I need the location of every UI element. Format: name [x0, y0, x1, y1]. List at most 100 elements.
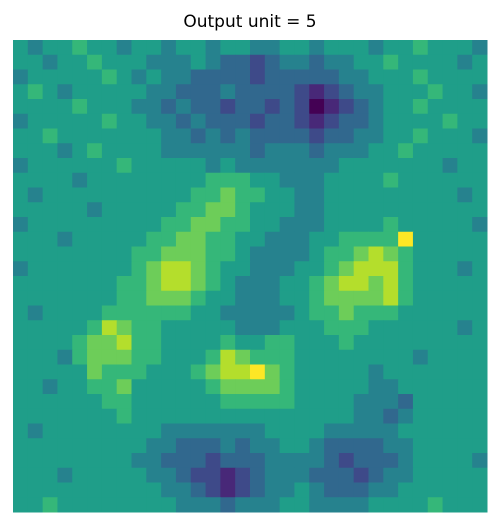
heatmap-cell: [161, 231, 177, 247]
heatmap-cell: [57, 187, 73, 203]
heatmap-cell: [87, 305, 103, 321]
heatmap-cell: [383, 276, 399, 292]
heatmap-cell: [87, 423, 103, 439]
heatmap-cell: [42, 261, 58, 277]
heatmap-cell: [57, 305, 73, 321]
heatmap-cell: [412, 305, 429, 321]
heatmap-cell: [427, 467, 444, 483]
heatmap-cell: [13, 482, 29, 498]
heatmap-cell: [131, 246, 147, 262]
heatmap-cell: [398, 113, 414, 129]
heatmap-cell: [175, 231, 192, 247]
heatmap-cell: [264, 394, 281, 410]
heatmap-cells: [13, 40, 488, 513]
heatmap-cell: [175, 305, 192, 321]
heatmap-cell: [27, 84, 44, 100]
heatmap-cell: [264, 408, 281, 424]
heatmap-cell: [398, 305, 414, 321]
heatmap-cell: [190, 113, 207, 129]
heatmap-cell: [235, 305, 251, 321]
heatmap-cell: [264, 202, 281, 218]
heatmap-cell: [294, 276, 310, 292]
heatmap-cell: [72, 364, 88, 380]
heatmap-cell: [131, 217, 147, 233]
heatmap-cell: [264, 276, 281, 292]
heatmap-cell: [87, 202, 103, 218]
heatmap-cell: [235, 364, 251, 380]
heatmap-cell: [57, 113, 73, 129]
heatmap-cell: [398, 231, 414, 247]
heatmap-cell: [324, 246, 340, 262]
heatmap-cell: [279, 172, 295, 188]
heatmap-cell: [264, 246, 281, 262]
heatmap-cell: [338, 438, 355, 454]
heatmap-cell: [442, 497, 458, 513]
heatmap-cell: [324, 84, 340, 100]
heatmap-cell: [42, 99, 58, 115]
heatmap-cell: [338, 231, 355, 247]
heatmap-cell: [457, 364, 473, 380]
heatmap-cell: [294, 246, 310, 262]
heatmap-cell: [146, 467, 162, 483]
heatmap-cell: [338, 482, 355, 498]
heatmap-cell: [309, 364, 325, 380]
heatmap-cell: [383, 187, 399, 203]
heatmap-cell: [13, 69, 29, 85]
heatmap-cell: [368, 320, 384, 336]
heatmap-cell: [264, 497, 281, 513]
heatmap-cell: [146, 261, 162, 277]
heatmap-cell: [398, 158, 414, 174]
heatmap-cell: [57, 261, 73, 277]
heatmap-cell: [175, 276, 192, 292]
heatmap-cell: [383, 335, 399, 351]
heatmap-cell: [161, 453, 177, 469]
heatmap-cell: [57, 497, 73, 513]
heatmap-cell: [472, 335, 488, 351]
heatmap-cell: [398, 394, 414, 410]
heatmap-cell: [324, 276, 340, 292]
heatmap-cell: [427, 40, 444, 56]
heatmap-cell: [101, 128, 118, 144]
heatmap-cell: [161, 364, 177, 380]
heatmap-cell: [338, 172, 355, 188]
heatmap-cell: [27, 438, 44, 454]
heatmap-cell: [442, 54, 458, 70]
heatmap-cell: [27, 202, 44, 218]
heatmap-cell: [427, 453, 444, 469]
heatmap-cell: [101, 453, 118, 469]
heatmap-cell: [250, 128, 266, 144]
heatmap-cell: [294, 467, 310, 483]
heatmap-cell: [279, 379, 295, 395]
heatmap-cell: [294, 84, 310, 100]
heatmap-cell: [101, 423, 118, 439]
heatmap-cell: [383, 54, 399, 70]
heatmap-cell: [353, 99, 369, 115]
heatmap-cell: [368, 217, 384, 233]
heatmap-cell: [457, 143, 473, 159]
heatmap-cell: [457, 453, 473, 469]
heatmap-cell: [205, 305, 221, 321]
heatmap-cell: [161, 69, 177, 85]
heatmap-cell: [146, 40, 162, 56]
heatmap-cell: [13, 54, 29, 70]
heatmap-cell: [309, 128, 325, 144]
heatmap-cell: [101, 113, 118, 129]
heatmap-cell: [472, 40, 488, 56]
heatmap-cell: [42, 467, 58, 483]
heatmap-cell: [57, 482, 73, 498]
heatmap-cell: [13, 128, 29, 144]
heatmap-cell: [309, 143, 325, 159]
heatmap-cell: [250, 99, 266, 115]
heatmap-cell: [161, 305, 177, 321]
heatmap-cell: [368, 246, 384, 262]
heatmap-cell: [368, 231, 384, 247]
heatmap-cell: [250, 320, 266, 336]
heatmap-cell: [309, 453, 325, 469]
heatmap-cell: [398, 40, 414, 56]
heatmap-cell: [131, 276, 147, 292]
heatmap-cell: [294, 40, 310, 56]
heatmap-cell: [250, 453, 266, 469]
heatmap-cell: [146, 276, 162, 292]
heatmap-cell: [472, 423, 488, 439]
heatmap-cell: [264, 305, 281, 321]
